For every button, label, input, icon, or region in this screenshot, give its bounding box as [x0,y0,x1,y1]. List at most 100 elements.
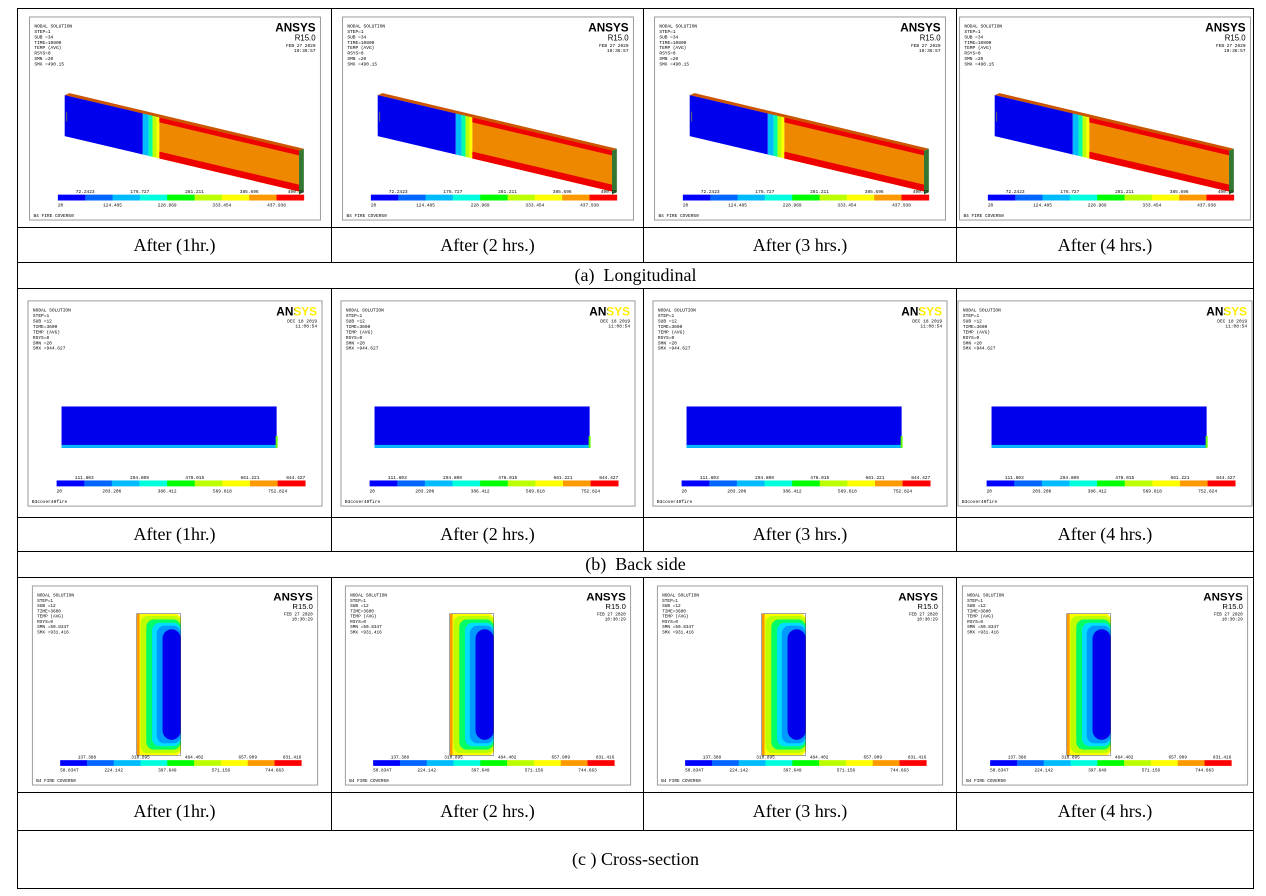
plot-logo: ANSYS [900,21,941,34]
legend-label: 569.618 [838,488,857,494]
legend-label: 484.402 [1115,755,1134,760]
plot-logo: ANSYS [1206,304,1247,318]
plot-frame [339,299,636,507]
plot-header-line: STEP=1 [347,29,363,35]
plot-header-line: TEMP (AVG) [963,329,990,335]
plot-date: FEB 27 2020 [283,612,312,617]
plot-header-line: TEMP (AVG) [347,45,374,51]
legend-label: 203.206 [1032,488,1051,494]
legend-label: 176.727 [755,189,774,195]
legend-label: 228.969 [1088,202,1107,208]
plot-header-line: SUB =34 [964,34,983,40]
plot-frame [652,299,948,507]
legend-band [738,759,766,766]
panel-blue [61,405,277,448]
plot-footer: B4 FIRE COVER50 [661,779,701,784]
legend-label: 385.696 [552,189,571,195]
legend-label: 437.938 [580,202,599,208]
plot-time: 10:36:57 [607,48,629,54]
plot-header-line: SMN =20 [347,55,366,61]
legend-label: 744.663 [1195,768,1214,773]
legend-band [370,194,398,200]
legend-band [276,194,304,200]
zone [1078,114,1083,157]
legend-band [193,759,221,766]
legend-band [874,194,902,200]
legend-label: 397.649 [158,768,177,773]
legend-band [589,194,617,200]
legend-label: 72.2423 [75,189,94,195]
panel-edge [61,444,277,448]
legend-label: 111.603 [1005,474,1024,480]
legend-label: 50.8347 [60,768,79,773]
legend-band [140,759,168,766]
plot-header-line: SUB =34 [34,34,53,40]
plot-time: 10:30:29 [1222,617,1243,622]
plot-header-line: NODAL SOLUTION [658,307,696,313]
zone [1072,113,1079,156]
plot-header-line: TIME=10800 [659,39,686,45]
legend-band [426,759,454,766]
legend-label: 111.603 [74,474,93,480]
zone [468,116,472,158]
legend-band [736,479,765,486]
legend-label: 397.649 [1088,768,1107,773]
legend-band [1124,194,1153,200]
legend-band [1152,479,1181,486]
plot-header-line: RSYS=0 [345,334,362,340]
plot-header-line: TEMP (AVG) [967,614,993,619]
legend-label: 484.402 [184,755,203,760]
plot-header-line: SMN =20 [32,340,51,346]
plot-date: DEC 18 2019 [912,318,942,324]
zone [784,116,924,191]
image-cell: NODAL SOLUTION STEP=1 SUB =34 TIME=10800 TEM… [17,8,332,228]
legend-band [194,479,223,486]
panel-edge [900,435,903,448]
image-row: NODAL SOLUTION STEP=1 SUB =34 TIME=10800 TEM… [17,8,1254,228]
legend-band [1204,759,1232,766]
legend-band [247,759,275,766]
plot-header-line: TIME=10800 [347,39,374,45]
plot-header-line: SUB =12 [32,318,51,324]
legend-label: 657.909 [1169,755,1188,760]
legend-band [534,479,563,486]
legend-label: 831.416 [1213,755,1232,760]
legend-label: 657.909 [551,755,570,760]
plot-header-line: TIME=3600 [662,609,686,614]
plot-header-line: TEMP (AVG) [34,45,61,51]
plot-header-line: SUB =34 [659,34,678,40]
legend-band [221,194,249,200]
plot-header-line: SMN =20 [658,340,677,346]
beam-top [689,92,929,151]
legend-label: 437.938 [267,202,286,208]
legend-label: 124.485 [1033,202,1052,208]
plot-header-line: RSYS=0 [37,619,53,624]
legend-band [587,759,615,766]
legend-band [682,194,711,200]
legend-band [56,479,85,486]
legend-label: 294.809 [442,474,461,480]
section-title: (b) Back side [17,551,1254,578]
legend-label: 224.142 [730,768,749,773]
legend-band [764,194,793,200]
plot-frame [957,299,1253,507]
plot-logo: ANSYS [901,304,942,318]
plot-header-line: NODAL SOLUTION [345,307,383,313]
plot-header-line: SMN =50.8347 [967,625,999,630]
plot-header-line: SMX =490.15 [659,61,689,67]
legend-band [1097,194,1125,200]
plot-header-line: SUB =12 [967,604,986,609]
legend-label: 176.727 [1060,189,1079,195]
section-zone [475,628,494,740]
image-cell: NODAL SOLUTION STEP=1 SUB =34 TIME=10800 TEM… [956,8,1254,228]
plot-header-line: NODAL SOLUTION [350,593,387,598]
legend-label: 478.015 [185,474,204,480]
plot-header-line: NODAL SOLUTION [347,23,385,29]
legend-band [1206,194,1235,200]
plot-logo: ANSYS [589,304,630,318]
panel-blue [374,405,590,448]
plot-date: DEC 18 2019 [600,318,630,324]
legend-band [166,194,195,200]
